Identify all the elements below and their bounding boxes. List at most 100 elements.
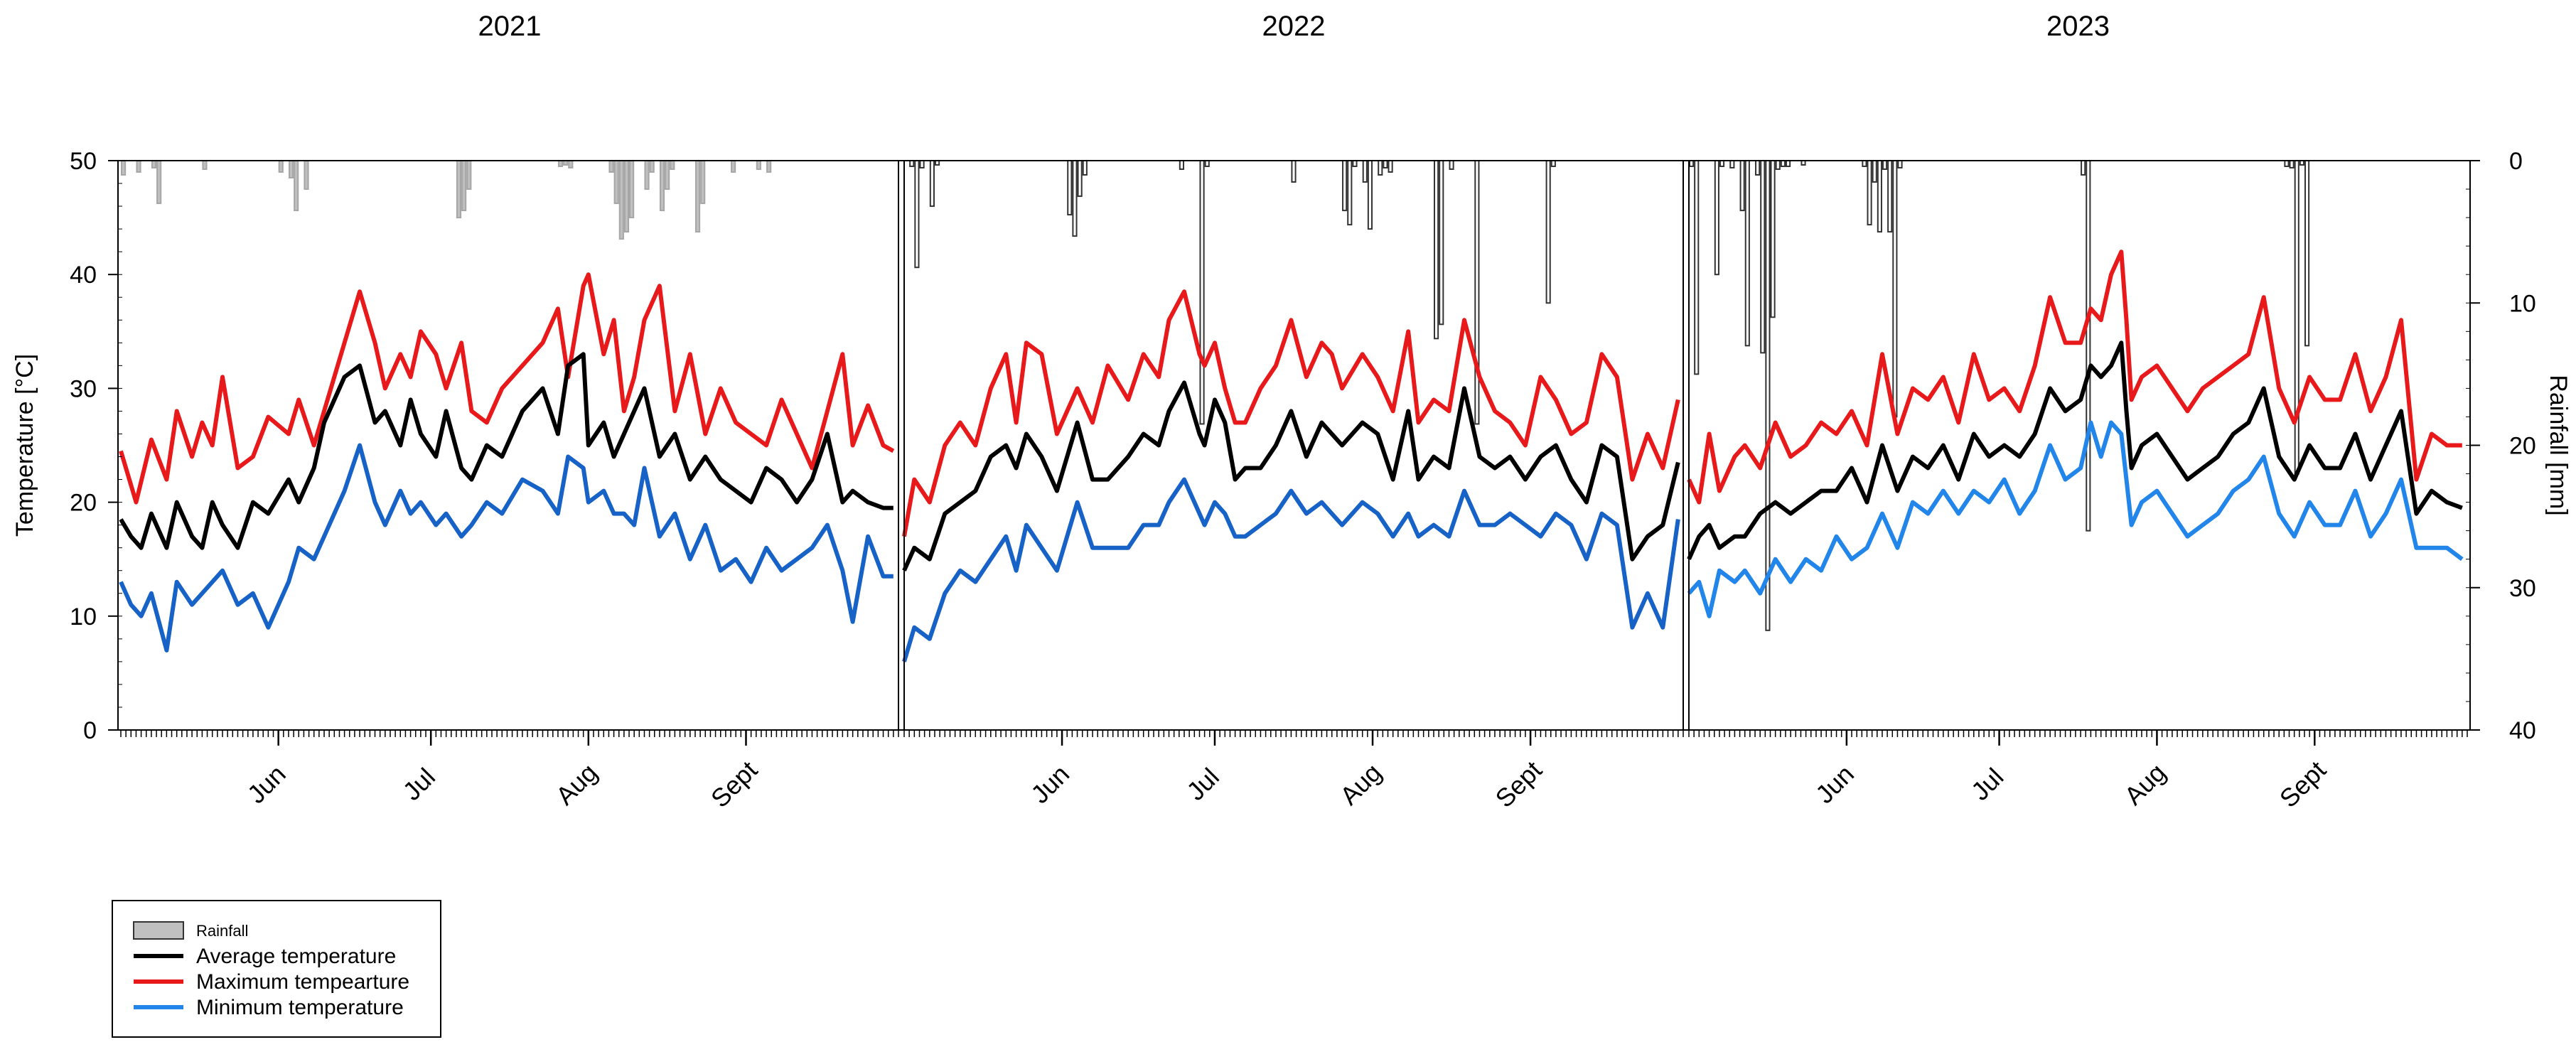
rain-bar <box>1892 160 1898 418</box>
y-left-tick-label: 40 <box>70 262 97 289</box>
x-tick-label: Jul <box>1965 762 2009 806</box>
rain-bar <box>1719 160 1725 168</box>
rain-bar <box>2081 160 2086 176</box>
rain-bar <box>557 160 564 168</box>
x-tick-label: Aug <box>550 758 603 810</box>
rain-bar <box>202 160 208 171</box>
minimum-temperature-line <box>902 477 1680 662</box>
rain-bar <box>694 160 701 233</box>
plot-frame <box>117 160 2471 731</box>
rain-bar <box>613 160 619 205</box>
rain-bar <box>1449 160 1454 171</box>
rain-bar <box>1872 160 1877 183</box>
rain-bar <box>1291 160 1297 183</box>
panels-layer: 2021 Jun Jul Aug Sept 2022 Jun Jul Aug Sept 2023 Ju… <box>119 11 2468 813</box>
y-right-tick-label: 30 <box>2509 575 2536 602</box>
rain-bar <box>623 160 630 233</box>
rain-bar <box>1204 160 1210 168</box>
rain-bar <box>1714 160 1719 276</box>
rain-bar <box>670 160 675 171</box>
x-tick-label: Jun <box>242 759 291 809</box>
rain-bar <box>1383 160 1388 169</box>
x-tick-label: Jul <box>1181 762 1225 806</box>
rain-bar <box>151 160 157 169</box>
rain-bar <box>1785 160 1791 168</box>
legend-label: Maximum tempearture <box>196 970 409 994</box>
axes-layer: 0 10 20 30 40 50 Temperature [°C] 0 10 20 30 40 Rain… <box>11 148 2572 744</box>
rain-bar <box>618 160 624 240</box>
rain-bar <box>1729 160 1735 169</box>
rain-bar <box>1739 160 1745 212</box>
y-right-tick-label: 40 <box>2509 717 2536 744</box>
rain-bar <box>1439 160 1444 326</box>
rain-bar <box>461 160 467 212</box>
rain-bar <box>1067 160 1073 216</box>
rain-bar <box>766 160 772 173</box>
rain-bar <box>914 160 920 269</box>
average-temperature-line <box>119 352 893 550</box>
rain-bar <box>1474 160 1480 425</box>
x-tick-label: Aug <box>2118 758 2171 810</box>
rain-bar <box>1388 160 1393 173</box>
rain-bar <box>659 160 665 212</box>
panel-2022: 2022 Jun Jul Aug Sept <box>902 11 1684 813</box>
panel-title: 2023 <box>2046 11 2110 42</box>
rain-bar <box>1082 160 1088 176</box>
rain-bar <box>665 160 670 190</box>
rain-bar <box>644 160 650 190</box>
y-right-tick-label: 10 <box>2509 290 2536 317</box>
rain-bar <box>1755 160 1761 176</box>
x-tick-label: Sept <box>1490 755 1547 812</box>
rain-bar <box>1367 160 1373 230</box>
rain-bar <box>629 160 635 219</box>
rain-bar <box>1378 160 1383 176</box>
panel-2023: 2023 Jun Jul Aug Sept <box>1687 11 2468 813</box>
rain-bar <box>1882 160 1888 171</box>
legend-label: Average temperature <box>196 945 396 968</box>
rain-bar <box>1352 160 1358 168</box>
rain-bar <box>1689 160 1695 168</box>
rain-bar <box>1877 160 1882 233</box>
rain-bar <box>304 160 309 190</box>
rain-bar <box>1780 160 1786 168</box>
rain-bar <box>1347 160 1353 226</box>
rain-bar <box>2086 160 2091 532</box>
rain-bar <box>649 160 655 173</box>
rain-bar <box>1545 160 1551 304</box>
rain-bar <box>1770 160 1776 318</box>
panel-2021: 2021 Jun Jul Aug Sept <box>119 11 899 813</box>
panel-title: 2022 <box>1262 11 1326 42</box>
y-right-tick-label: 0 <box>2509 148 2523 175</box>
rain-bar <box>1433 160 1439 340</box>
rain-bar <box>1862 160 1867 168</box>
legend-label: Rainfall <box>196 922 248 940</box>
x-tick-label: Jul <box>397 762 441 806</box>
rain-bar <box>909 160 915 168</box>
rain-bar <box>156 160 162 205</box>
rain-bar <box>1765 160 1771 631</box>
rain-bar <box>1199 160 1205 425</box>
rain-bar <box>608 160 614 173</box>
rain-bar <box>756 160 761 171</box>
y-right-tick-label: 20 <box>2509 433 2536 460</box>
rain-bar <box>456 160 462 219</box>
y-left-tick-label: 0 <box>83 717 97 744</box>
rain-bar <box>731 160 736 173</box>
rain-bar <box>919 160 925 169</box>
y-left-axis-title: Temperature [°C] <box>11 354 38 537</box>
rain-bar <box>1775 160 1781 171</box>
rain-bar <box>288 160 294 179</box>
rain-bar <box>1867 160 1872 226</box>
rain-bar <box>1179 160 1184 171</box>
legend-rain-swatch <box>133 921 184 940</box>
rain-bar <box>2284 160 2290 168</box>
rain-bar <box>929 160 935 208</box>
y-left-tick-label: 10 <box>70 603 97 630</box>
rain-bar <box>1760 160 1766 354</box>
rain-bar <box>700 160 706 205</box>
maximum-temperature-line <box>119 272 895 505</box>
y-left-tick-label: 20 <box>70 490 97 517</box>
rain-bar <box>2289 160 2295 169</box>
